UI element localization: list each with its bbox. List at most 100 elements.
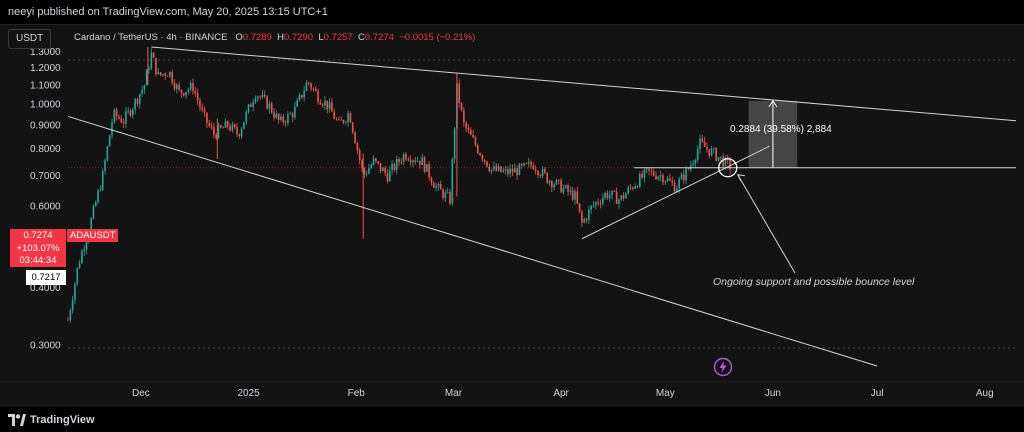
candle-body: [224, 121, 227, 128]
candle-body: [143, 85, 146, 90]
candle-body: [439, 183, 442, 190]
candle-body: [145, 70, 148, 86]
candle-body: [213, 127, 215, 135]
candle-body: [384, 168, 386, 174]
candle-body: [532, 165, 535, 170]
support-annotation: Ongoing support and possible bounce leve…: [713, 276, 915, 288]
candle-body: [571, 190, 574, 200]
candle-body: [585, 218, 588, 221]
legend-close: 0.7274: [364, 32, 394, 43]
support-trendline: [581, 145, 770, 240]
candle-body: [331, 102, 333, 112]
candle-body: [136, 99, 139, 104]
candle-body: [516, 168, 518, 176]
candle-body: [382, 168, 384, 172]
candle-body: [435, 186, 437, 188]
candle-body: [622, 195, 625, 199]
published-header: neeyi published on TradingView.com, May …: [0, 0, 1024, 24]
candle-body: [305, 82, 308, 91]
bolt-icon[interactable]: [713, 357, 733, 377]
candle-body: [652, 171, 655, 176]
candle-body: [428, 164, 430, 178]
candle-body: [463, 109, 465, 123]
candle-body: [534, 169, 537, 172]
candlestick-chart[interactable]: 1.3000 1.2000 1.1000 1.0000 0.9000 0.8000 0.70…: [0, 24, 1024, 407]
x-tick-label: Aug: [976, 388, 994, 399]
candle-body: [564, 185, 567, 188]
candle-body: [233, 124, 236, 128]
candle-body: [400, 162, 403, 163]
grid: [0, 59, 1024, 383]
candle-body: [722, 156, 724, 167]
x-tick-label: May: [656, 388, 675, 399]
candle-body: [504, 169, 507, 171]
candle-body: [277, 113, 280, 121]
candle-body: [625, 193, 627, 199]
candle-body: [106, 146, 109, 161]
candle-body: [187, 89, 190, 92]
tradingview-brand: TradingView: [30, 414, 95, 426]
candle-body: [76, 268, 79, 284]
candle-body: [495, 166, 498, 171]
candle-body: [363, 168, 366, 175]
candle-body: [69, 310, 72, 320]
candle-body: [182, 93, 185, 96]
candle-body: [349, 113, 352, 123]
annotation-arrow: [737, 174, 796, 274]
y-tick-label: 1.0000: [30, 100, 61, 111]
candle-body: [562, 187, 565, 193]
candle-body: [192, 82, 194, 92]
candle-body: [671, 180, 674, 183]
candle-body: [173, 82, 176, 89]
candle-body: [104, 160, 106, 171]
candle-body: [358, 150, 361, 161]
candle-body: [553, 184, 555, 188]
y-tick-label: 1.1000: [30, 80, 61, 91]
candle-body: [71, 300, 74, 311]
candle-body: [611, 190, 613, 196]
candle-body: [206, 112, 208, 124]
quote-currency-button[interactable]: USDT: [8, 29, 52, 49]
candle-body: [724, 157, 727, 167]
candle-body: [377, 161, 380, 164]
tradingview-icon: [8, 414, 26, 426]
candle-body: [152, 52, 155, 58]
chart-panel[interactable]: [0, 24, 1024, 408]
legend-change: −0.0015 (−0.21%): [399, 32, 476, 43]
candle-body: [159, 72, 162, 76]
candle-body: [122, 122, 125, 124]
candle-body: [467, 128, 470, 130]
candle-body: [555, 179, 558, 185]
candle-body: [342, 120, 345, 123]
candle-body: [340, 119, 342, 121]
candle-body: [185, 91, 187, 96]
candle-body: [483, 159, 486, 162]
candle-body: [97, 190, 99, 203]
candle-body: [539, 175, 542, 176]
candle-body: [178, 84, 180, 90]
candle-body: [520, 164, 523, 166]
candle-body: [451, 159, 454, 204]
candle-body: [180, 89, 183, 94]
y-tick-label: 0.9000: [30, 121, 61, 132]
candle-body: [74, 283, 76, 301]
candle-body: [125, 111, 127, 124]
legend-symbol[interactable]: Cardano / TetherUS · 4h · BINANCE: [74, 32, 228, 43]
candle-body: [85, 240, 88, 250]
candle-body: [333, 111, 336, 119]
candle-body: [518, 164, 521, 176]
symbol-tag: ADAUSDT: [67, 229, 119, 242]
candle-body: [453, 128, 456, 160]
candle-body: [449, 192, 451, 204]
candle-body: [664, 181, 667, 183]
candle-body: [682, 174, 685, 181]
candle-body: [141, 89, 143, 95]
candle-body: [90, 218, 92, 233]
published-text: neeyi published on TradingView.com, May …: [8, 6, 328, 18]
candle-body: [162, 73, 164, 76]
candle-body: [238, 134, 241, 137]
tradingview-logo[interactable]: TradingView: [8, 412, 95, 428]
candle-body: [606, 192, 609, 198]
candle-body: [525, 162, 528, 164]
candle-body: [458, 83, 461, 104]
